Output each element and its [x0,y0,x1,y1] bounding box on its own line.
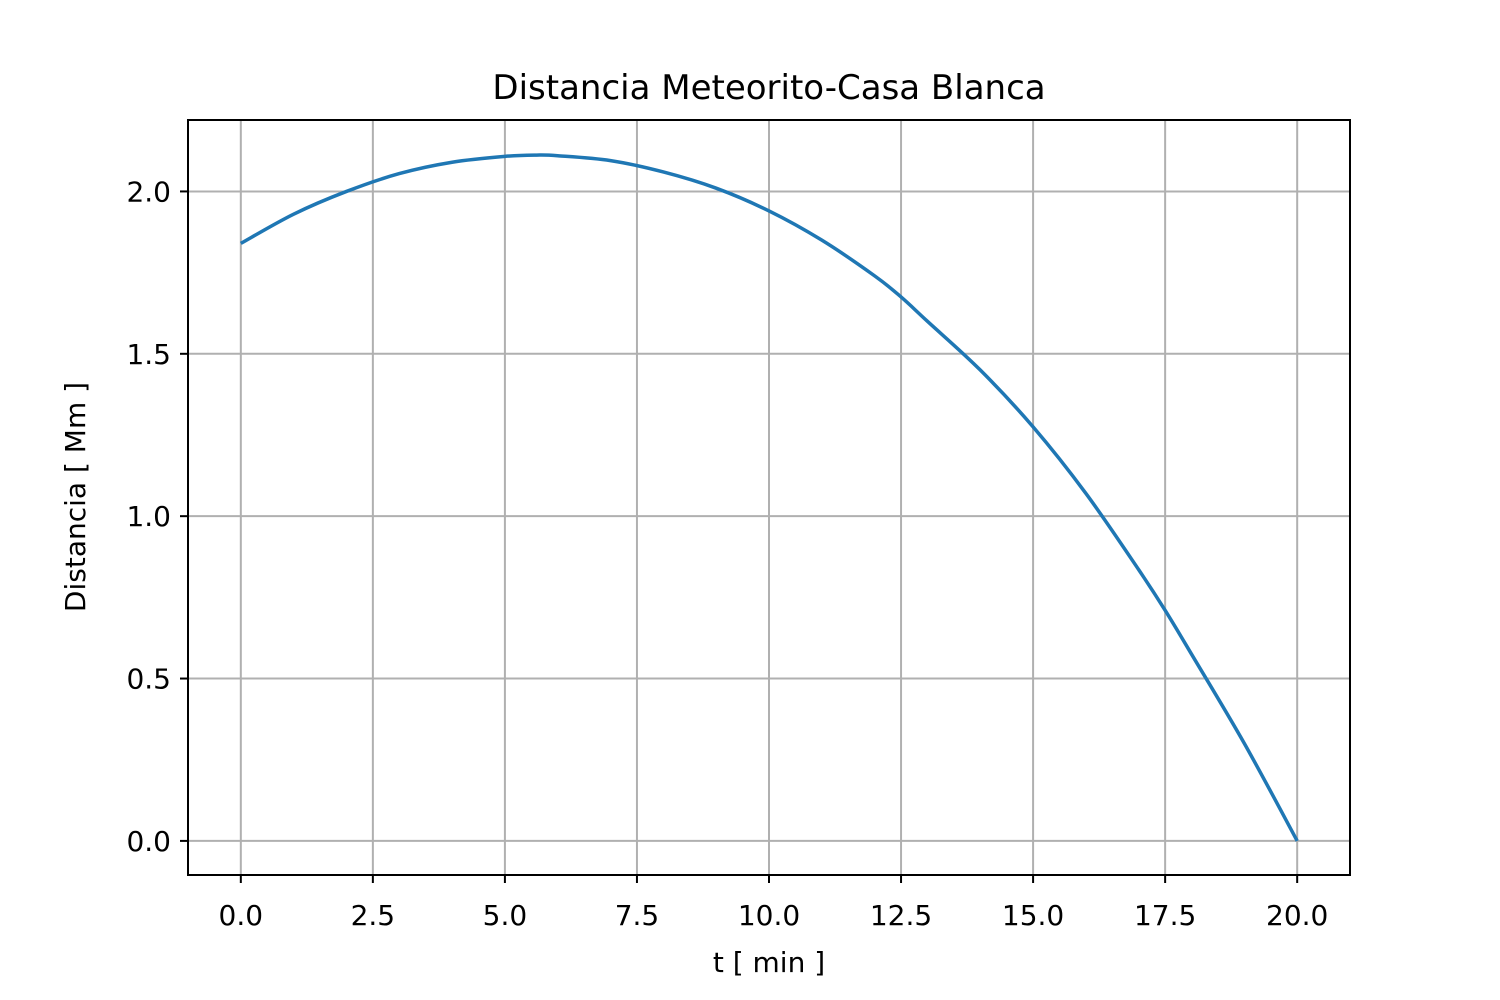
x-tick-label: 17.5 [1134,899,1196,932]
y-axis-label: Distancia [ Mm ] [59,382,92,612]
x-tick-label: 5.0 [483,899,528,932]
series-line [239,153,1299,842]
chart-title: Distancia Meteorito-Casa Blanca [492,68,1045,108]
x-tick-label: 2.5 [351,899,396,932]
x-axis-label: t [ min ] [713,946,825,979]
series-layer [239,153,1299,842]
y-tick-label: 0.5 [126,663,171,696]
y-tick-label: 1.0 [126,500,171,533]
x-tick-label: 7.5 [615,899,660,932]
x-tick-label: 12.5 [870,899,932,932]
y-tick-label: 0.0 [126,825,171,858]
ticks: 0.0 2.5 5.0 7.5 10.0 12.5 15.0 17.5 20.0 0.0 0.5 1.… [126,175,1328,932]
x-tick-label: 15.0 [1002,899,1064,932]
x-tick-label: 0.0 [219,899,264,932]
y-tick-label: 2.0 [126,175,171,208]
grid-lines [188,120,1350,875]
x-tick-label: 10.0 [738,899,800,932]
y-tick-label: 1.5 [126,338,171,371]
x-tick-label: 20.0 [1266,899,1328,932]
